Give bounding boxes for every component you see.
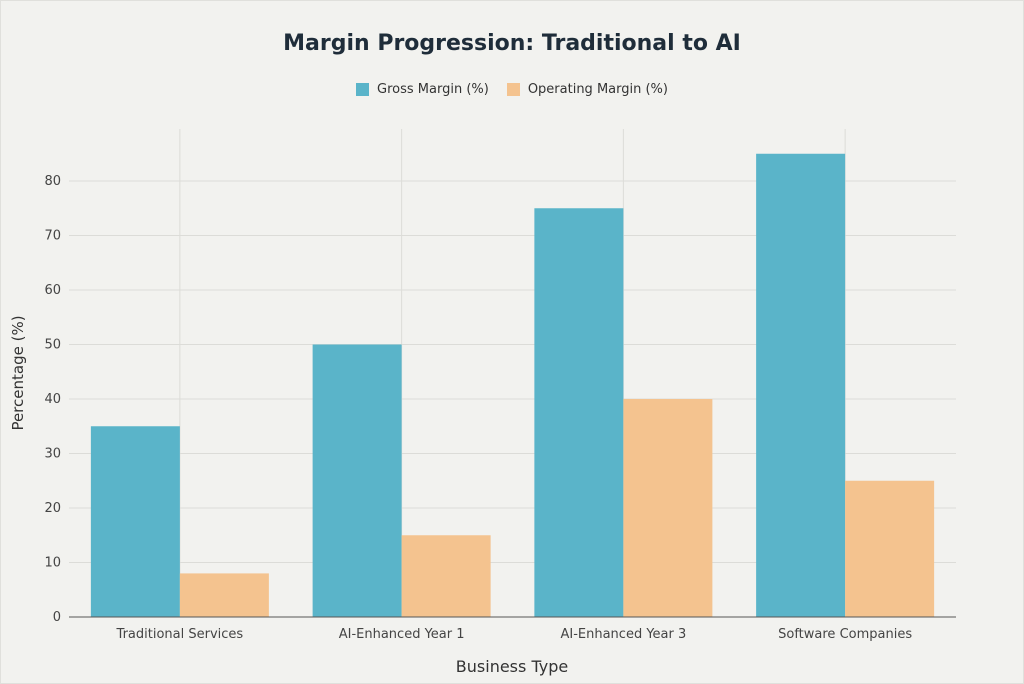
x-tick-label: Software Companies bbox=[778, 627, 912, 642]
bar-gross-margin[interactable] bbox=[534, 208, 624, 617]
legend-item-operating-margin[interactable]: Operating Margin (%) bbox=[506, 82, 668, 97]
x-tick-label: Traditional Services bbox=[116, 627, 244, 642]
bar-operating-margin[interactable] bbox=[845, 480, 935, 617]
y-tick-label: 20 bbox=[44, 501, 61, 516]
y-tick-label: 50 bbox=[44, 338, 61, 353]
y-tick-label: 10 bbox=[44, 556, 61, 571]
y-tick-label: 60 bbox=[44, 283, 61, 298]
bar-gross-margin[interactable] bbox=[90, 426, 180, 617]
x-axis-label: Business Type bbox=[455, 657, 569, 676]
legend-swatch-gross-margin bbox=[356, 83, 370, 96]
legend-label-operating-margin: Operating Margin (%) bbox=[527, 82, 668, 97]
y-axis-label: Percentage (%) bbox=[9, 315, 27, 431]
legend-item-gross-margin[interactable]: Gross Margin (%) bbox=[356, 82, 489, 97]
bar-operating-margin[interactable] bbox=[179, 573, 269, 617]
legend: Gross Margin (%) Operating Margin (%) bbox=[1, 82, 1023, 97]
y-tick-label: 80 bbox=[44, 174, 61, 189]
bar-operating-margin[interactable] bbox=[401, 535, 491, 617]
legend-swatch-operating-margin bbox=[506, 83, 520, 96]
bar-gross-margin[interactable] bbox=[756, 153, 846, 617]
x-tick-label: AI-Enhanced Year 1 bbox=[339, 627, 465, 642]
x-tick-label: AI-Enhanced Year 3 bbox=[560, 627, 686, 642]
bar-gross-margin[interactable] bbox=[312, 344, 402, 618]
y-tick-label: 40 bbox=[44, 392, 61, 407]
legend-label-gross-margin: Gross Margin (%) bbox=[377, 82, 489, 97]
y-tick-label: 70 bbox=[44, 229, 61, 244]
y-tick-label: 0 bbox=[53, 610, 61, 625]
y-tick-label: 30 bbox=[44, 447, 61, 462]
bar-operating-margin[interactable] bbox=[623, 399, 713, 617]
chart-title: Margin Progression: Traditional to AI bbox=[283, 31, 741, 56]
